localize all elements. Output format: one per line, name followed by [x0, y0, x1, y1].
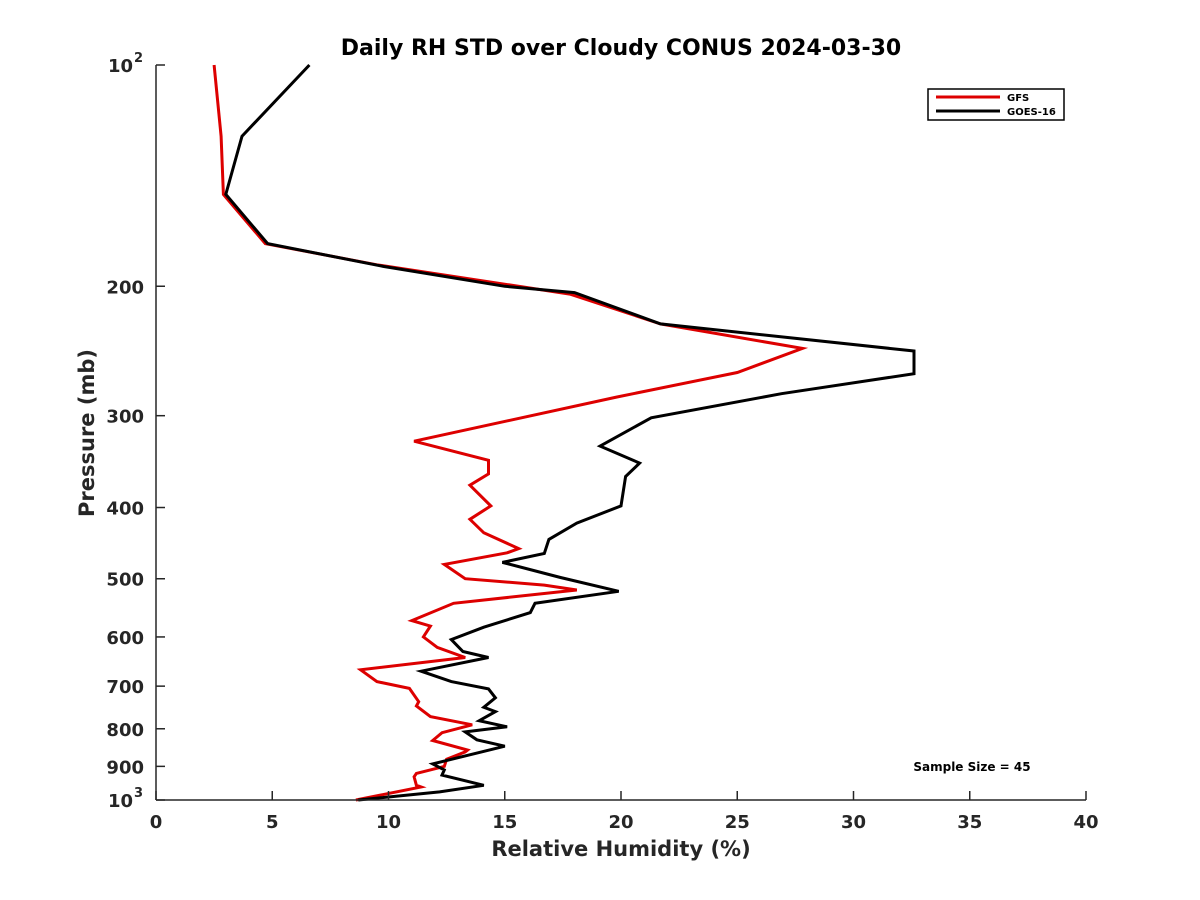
sample-size-annotation: Sample Size = 45 — [913, 760, 1030, 774]
y-tick-label: 900 — [106, 757, 144, 778]
legend-box — [927, 88, 1065, 121]
x-tick-label: 20 — [608, 812, 633, 833]
series-line-gfs — [212, 64, 809, 802]
x-tick-label: 30 — [841, 812, 866, 833]
x-tick-label: 35 — [957, 812, 982, 833]
x-tick-label: 0 — [150, 812, 163, 833]
y-tick-label: 700 — [106, 677, 144, 698]
y-tick-label: 300 — [106, 407, 144, 428]
x-axis-label: Relative Humidity (%) — [491, 837, 750, 861]
y-tick-label-exponent: 10 — [108, 56, 133, 77]
y-tick-label: 400 — [106, 499, 144, 520]
x-tick-label: 5 — [266, 812, 279, 833]
y-tick-label: 600 — [106, 628, 144, 649]
y-tick-label: 800 — [106, 720, 144, 741]
y-tick-label: 500 — [106, 570, 144, 591]
series-line-goes-16 — [224, 63, 916, 802]
x-ticks: 0 5 10 15 20 25 30 35 40 — [150, 791, 1099, 833]
chart-title: Daily RH STD over Cloudy CONUS 2024-03-3… — [341, 36, 901, 61]
x-tick-label: 15 — [492, 812, 517, 833]
x-tick-label: 40 — [1073, 812, 1098, 833]
legend: GFS GOES-16 — [927, 88, 1065, 121]
y-tick-exponent: 3 — [134, 786, 143, 801]
x-tick-label: 25 — [725, 812, 750, 833]
x-tick-label: 10 — [376, 812, 401, 833]
legend-label-goes-16: GOES-16 — [1007, 107, 1056, 118]
y-tick-label: 200 — [106, 277, 144, 298]
legend-label-gfs: GFS — [1007, 93, 1029, 104]
y-tick-exponent: 2 — [134, 51, 143, 66]
y-tick-label-exponent: 10 — [108, 791, 133, 812]
axes — [155, 65, 1086, 801]
y-axis-label: Pressure (mb) — [75, 349, 99, 517]
plot-area — [212, 63, 916, 802]
